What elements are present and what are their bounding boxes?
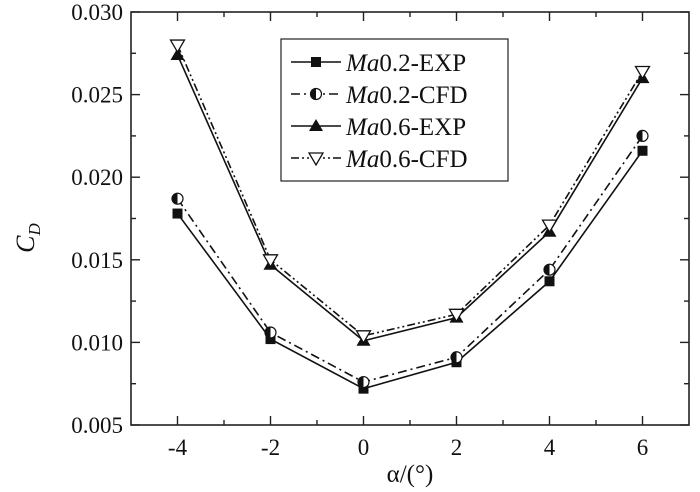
legend-item: Ma0.6-EXP	[291, 114, 466, 141]
y-tick-label: 0.005	[71, 413, 123, 438]
y-tick-label: 0.025	[71, 83, 123, 108]
y-axis-label-main: C	[11, 235, 40, 253]
legend-item: Ma0.2-CFD	[291, 82, 468, 109]
data-point	[637, 145, 648, 156]
series-0.2-cfd	[171, 129, 649, 389]
y-tick-label: 0.015	[71, 248, 123, 273]
legend-label-rest: 0.2-CFD	[379, 82, 467, 109]
legend-label: Ma0.6-CFD	[345, 146, 468, 173]
data-point-half	[265, 326, 271, 338]
data-point-half	[358, 376, 364, 388]
x-tick-label: -4	[168, 435, 188, 460]
data-point	[169, 39, 186, 54]
y-axis-label-sub: D	[25, 222, 44, 236]
data-point	[355, 330, 372, 345]
legend-marker	[309, 119, 323, 131]
data-point	[541, 219, 558, 234]
series-0.6-cfd	[169, 39, 651, 345]
data-point	[448, 308, 465, 323]
series-line	[176, 54, 644, 342]
legend-label-italic: Ma	[345, 50, 379, 77]
y-tick-label: 0.030	[71, 0, 123, 25]
legend-marker	[311, 57, 321, 67]
series-line	[176, 150, 644, 390]
legend-item: Ma0.2-EXP	[291, 50, 466, 77]
series-line	[176, 44, 644, 337]
legend-marker-half	[310, 88, 316, 100]
legend-label: Ma0.6-EXP	[345, 114, 466, 141]
series-0.2-exp	[172, 145, 648, 394]
data-point	[634, 65, 651, 80]
series-line	[176, 135, 644, 383]
y-tick-label: 0.010	[71, 330, 123, 355]
legend-label: Ma0.2-CFD	[345, 82, 468, 109]
x-tick-label: -2	[261, 435, 280, 460]
data-point-half	[451, 351, 457, 363]
data-point	[358, 383, 369, 394]
data-point	[170, 47, 185, 60]
x-tick-label: 2	[451, 435, 463, 460]
y-axis-label: CD	[11, 222, 44, 252]
data-point-half	[172, 193, 178, 205]
legend-label-rest: 0.2-EXP	[379, 50, 466, 77]
legend-label-rest: 0.6-CFD	[379, 146, 467, 173]
legend-label-italic: Ma	[345, 114, 379, 141]
x-tick-label: 0	[358, 435, 370, 460]
data-point-half	[637, 130, 643, 142]
x-tick-label: 4	[544, 435, 556, 460]
data-point	[265, 334, 276, 345]
y-tick-label: 0.020	[71, 165, 123, 190]
data-point	[544, 276, 555, 287]
x-axis-label: α/(°)	[387, 461, 434, 488]
legend-label-rest: 0.6-EXP	[379, 114, 466, 141]
data-point-half	[544, 264, 550, 276]
legend-item: Ma0.6-CFD	[291, 146, 468, 173]
legend-label: Ma0.2-EXP	[345, 50, 466, 77]
axis-ticks: -4 -2 0 2 4 6 0.005 0.010 0.015 0.020 0.025 0.030	[71, 0, 689, 460]
legend-label-italic: Ma	[345, 82, 379, 109]
legend-label-italic: Ma	[345, 146, 379, 173]
data-point	[172, 208, 183, 219]
data-point	[262, 254, 279, 269]
legend-marker	[307, 152, 325, 167]
x-tick-label: 6	[637, 435, 649, 460]
plot-marks	[169, 39, 651, 394]
